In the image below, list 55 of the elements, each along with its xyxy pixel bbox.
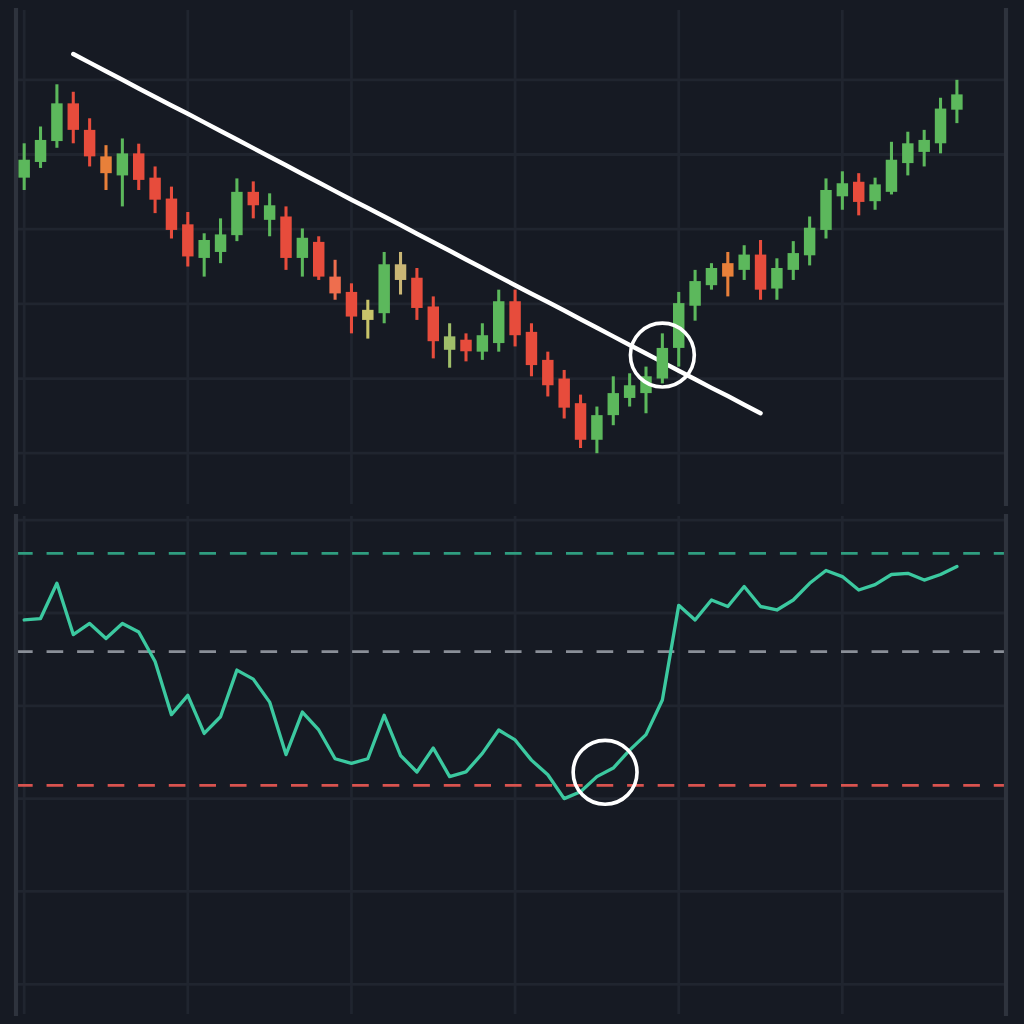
candlestick (51, 82, 63, 150)
candlestick (362, 298, 374, 341)
candlestick (263, 191, 276, 238)
candlestick (18, 141, 30, 192)
candlestick (198, 231, 210, 279)
candlestick (836, 169, 849, 212)
candlestick (869, 176, 881, 212)
candlestick (214, 216, 227, 265)
candlestick (771, 256, 783, 302)
candlestick (427, 294, 439, 360)
candlestick (951, 78, 963, 125)
candlestick (607, 374, 619, 427)
candlestick (918, 128, 930, 168)
candlestick (329, 258, 341, 302)
candlestick (133, 142, 145, 192)
candlestick (525, 321, 538, 378)
candlestick (182, 210, 194, 269)
candlestick (394, 250, 407, 297)
candlestick (345, 281, 358, 335)
candlestick (820, 176, 832, 241)
candlestick (280, 204, 292, 272)
candlestick (787, 239, 799, 282)
candlestick (623, 371, 636, 409)
candlestick (411, 266, 423, 322)
candlestick (165, 185, 178, 241)
candlestick (754, 238, 767, 302)
candlestick (934, 96, 947, 155)
candlestick (591, 405, 603, 455)
candlestick (509, 288, 521, 348)
candlestick (100, 143, 112, 192)
candlestick (83, 116, 96, 168)
candlestick (705, 261, 718, 292)
candlestick (116, 136, 129, 208)
candlestick (476, 321, 489, 362)
candlestick (722, 250, 734, 298)
candlestick (853, 171, 865, 217)
candlestick (558, 368, 570, 421)
candlestick (803, 214, 816, 267)
candlestick (574, 393, 587, 450)
candlestick (247, 179, 259, 220)
candlestick (67, 90, 79, 145)
candlestick (902, 130, 914, 177)
candlestick (460, 331, 472, 363)
candlestick (296, 226, 309, 279)
candlestick (34, 124, 47, 170)
candlestick (542, 350, 554, 398)
candlestick (493, 288, 505, 354)
candlestick (738, 243, 750, 282)
candlestick (656, 331, 669, 385)
candlestick (443, 321, 456, 370)
candlestick (689, 268, 701, 323)
candlestick (313, 234, 325, 282)
candlestick (231, 176, 243, 243)
candlestick (885, 140, 898, 196)
candlestick (149, 164, 161, 215)
